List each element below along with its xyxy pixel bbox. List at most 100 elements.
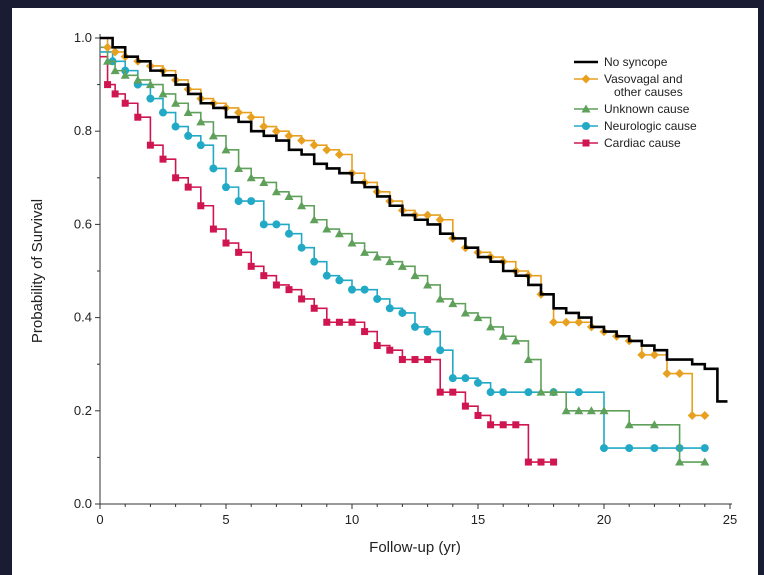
vasovagal-and-other-causes-point (687, 410, 697, 420)
unknown-cause-point (649, 420, 659, 429)
unknown-cause-point (511, 336, 521, 345)
neurologic-cause-point (259, 220, 268, 229)
vasovagal-and-other-causes-point (297, 136, 307, 146)
cardiac-cause-point (461, 402, 469, 410)
unknown-cause-point (460, 308, 470, 317)
cardiac-cause-point (524, 458, 532, 466)
unknown-cause-point (309, 215, 319, 224)
axes: 0 5 10 15 20 25 0.0 0.2 0.4 0.6 0.8 1.0 (74, 30, 737, 527)
neurologic-cause-point (398, 308, 407, 317)
unknown-cause-point (221, 145, 231, 154)
series-line-no-syncope (100, 36, 728, 403)
neurologic-cause-point (600, 444, 608, 453)
neurologic-cause-point (448, 374, 457, 383)
cardiac-cause-point (298, 295, 306, 303)
unknown-cause-point (435, 294, 445, 303)
unknown-cause-point (120, 70, 130, 79)
cardiac-cause-point (537, 458, 545, 466)
vasovagal-and-other-causes-point (561, 317, 571, 327)
cardiac-cause-point (260, 272, 268, 280)
cardiac-cause-point (121, 99, 129, 107)
vasovagal-and-other-causes-point (103, 42, 113, 52)
neurologic-cause-point (411, 322, 419, 331)
neurologic-cause-point (385, 304, 394, 313)
cardiac-cause-point (512, 421, 520, 429)
cardiac-cause-point (235, 248, 243, 256)
unknown-cause-point (360, 247, 370, 256)
vasovagal-and-other-causes-point (271, 126, 281, 136)
neurologic-cause-point (184, 131, 193, 140)
unknown-cause-point (110, 66, 120, 75)
vasovagal-and-other-causes-point (649, 350, 659, 360)
legend-neurologic-cause-point (582, 122, 590, 130)
vasovagal-and-other-causes-point (246, 112, 256, 122)
legend-label: Unknown cause (604, 102, 690, 116)
y-axis-title: Probability of Survival (29, 199, 46, 343)
unknown-cause-point (536, 387, 546, 396)
unknown-cause-point (297, 201, 307, 210)
cardiac-cause-point (172, 174, 180, 182)
unknown-cause-point (196, 117, 206, 126)
legend-label: Cardiac cause (604, 136, 681, 150)
unknown-cause-point (549, 387, 559, 396)
cardiac-cause-point (411, 356, 419, 364)
unknown-cause-point (284, 191, 294, 200)
vasovagal-and-other-causes-point (675, 369, 685, 379)
unknown-cause-point (259, 177, 269, 186)
neurologic-cause-point (310, 257, 319, 266)
unknown-cause-point (145, 80, 155, 89)
neurologic-cause-point (196, 141, 205, 150)
cardiac-cause-point (361, 328, 369, 336)
neurologic-cause-point (247, 197, 256, 206)
legend-label: other causes (614, 85, 683, 99)
series-unknown-cause (100, 46, 710, 466)
unknown-cause-point (322, 224, 332, 233)
cardiac-cause-point (310, 304, 318, 312)
chart-frame: 0 5 10 15 20 25 0.0 0.2 0.4 0.6 0.8 1.0 No syncope V… (12, 8, 758, 575)
neurologic-cause-point (474, 378, 482, 387)
x-axis-title: Follow-up (yr) (369, 539, 461, 556)
vasovagal-and-other-causes-point (309, 140, 319, 150)
unknown-cause-point (334, 229, 344, 238)
vasovagal-and-other-causes-point (322, 145, 332, 155)
unknown-cause-point (234, 163, 244, 172)
x-tick-label: 0 (96, 512, 103, 527)
x-tick-label: 25 (723, 512, 737, 527)
y-tick-label: 0.6 (74, 216, 92, 231)
vasovagal-and-other-causes-point (259, 122, 269, 132)
legend-unknown-cause-point (581, 104, 591, 113)
unknown-cause-point (246, 173, 256, 182)
neurologic-cause-point (436, 346, 445, 355)
series-layer (100, 36, 728, 466)
y-tick-label: 0.0 (74, 496, 92, 511)
x-tick-label: 15 (471, 512, 485, 527)
vasovagal-and-other-causes-point (549, 317, 559, 327)
neurologic-cause-point (486, 388, 495, 397)
cardiac-cause-point (449, 388, 457, 396)
unknown-cause-point (561, 406, 571, 415)
cardiac-cause-point (247, 262, 255, 270)
y-tick-label: 1.0 (74, 30, 92, 45)
neurologic-cause-point (423, 327, 432, 336)
neurologic-cause-point (700, 444, 709, 453)
vasovagal-and-other-causes-point (334, 150, 344, 159)
neurologic-cause-point (146, 94, 155, 103)
series-line-cardiac-cause (100, 55, 554, 463)
vasovagal-and-other-causes-point (423, 210, 433, 220)
cardiac-cause-point (134, 113, 142, 121)
cardiac-cause-point (184, 183, 192, 191)
unknown-cause-point (103, 56, 113, 65)
vasovagal-and-other-causes-point (574, 317, 584, 327)
neurologic-cause-point (650, 444, 659, 453)
unknown-cause-point (158, 89, 168, 98)
legend-label: No syncope (604, 55, 668, 69)
legend-item-neurologic-cause: Neurologic cause (574, 119, 697, 133)
series-cardiac-cause (100, 55, 558, 466)
unknown-cause-point (675, 457, 685, 466)
vasovagal-and-other-causes-point (700, 410, 710, 420)
unknown-cause-point (498, 331, 508, 340)
x-tick-label: 10 (345, 512, 359, 527)
cardiac-cause-point (209, 225, 217, 233)
unknown-cause-point (523, 355, 533, 364)
legend-cardiac-cause-point (582, 139, 590, 147)
